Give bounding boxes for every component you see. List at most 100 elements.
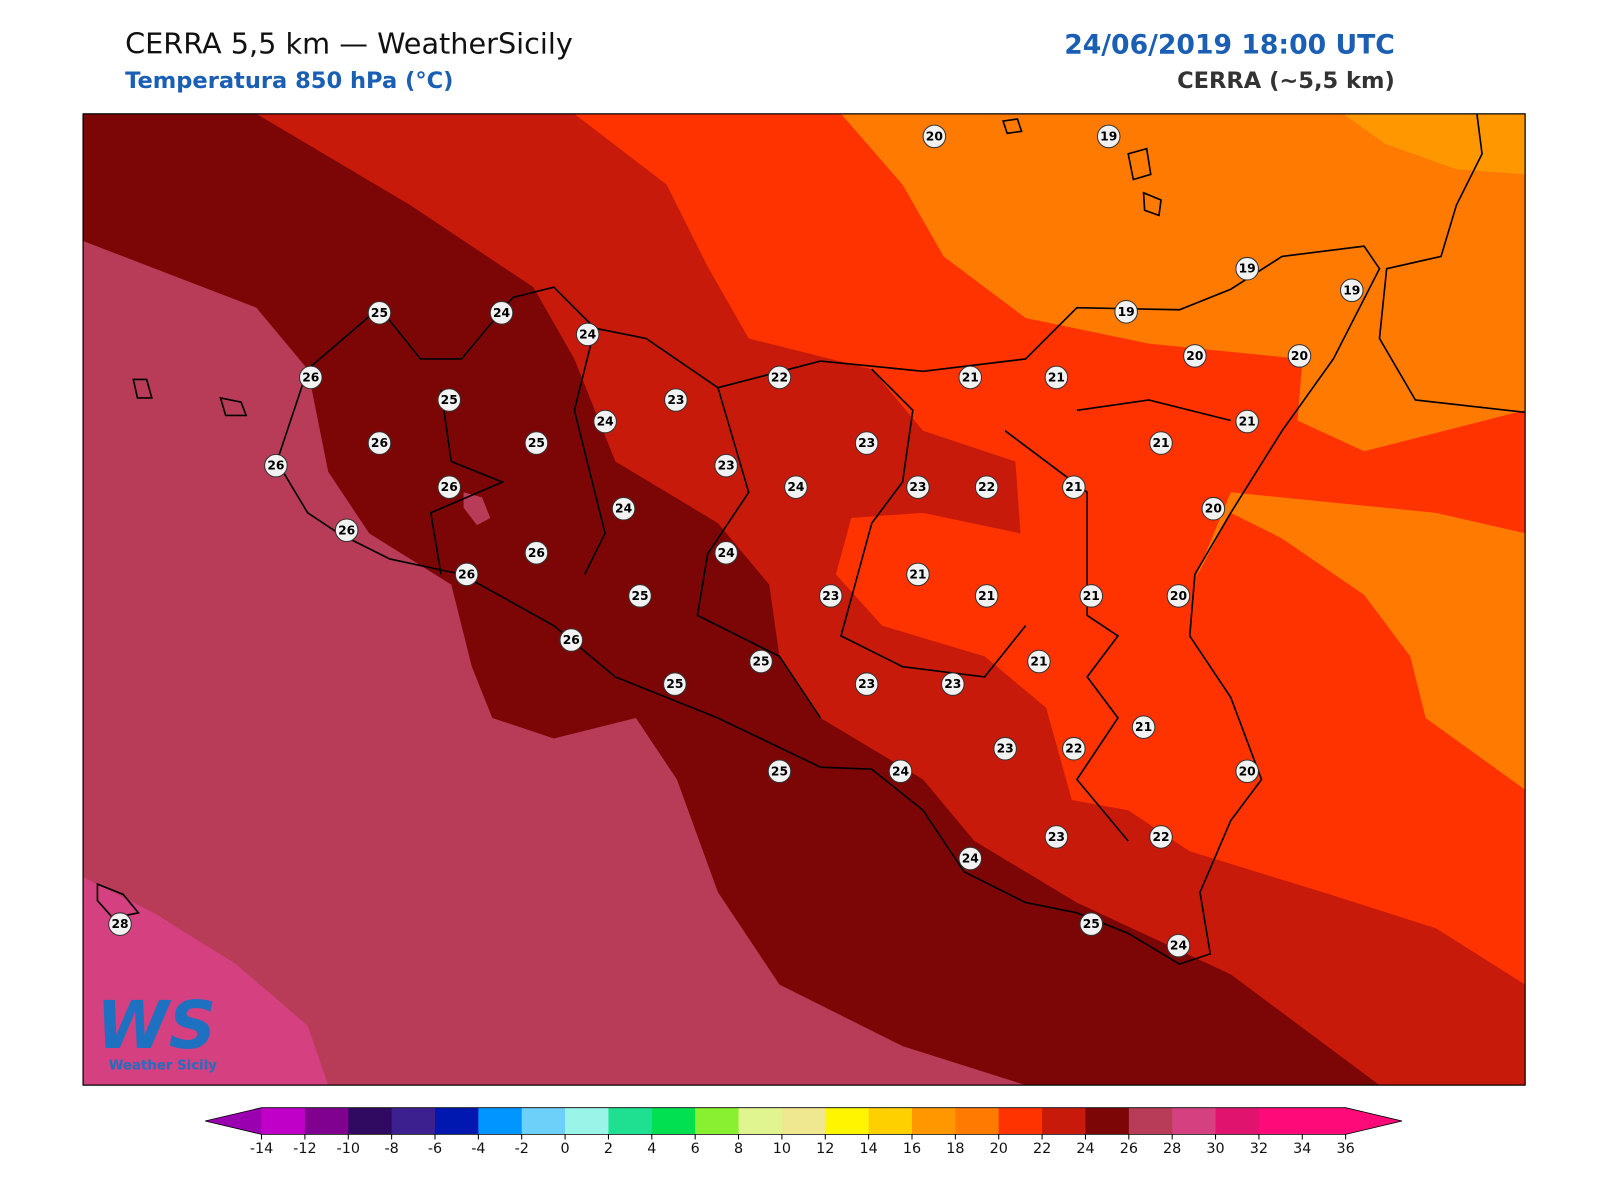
station-marker bbox=[611, 496, 636, 521]
station-marker bbox=[1114, 300, 1138, 324]
station-value: 28 bbox=[111, 917, 128, 931]
sicily-coast bbox=[276, 245, 1381, 966]
station-value: 21 bbox=[909, 567, 926, 581]
colorbar-swatch bbox=[912, 1107, 956, 1135]
colorbar-swatch bbox=[478, 1107, 523, 1135]
station-value: 20 bbox=[1239, 764, 1256, 778]
station-value: 26 bbox=[338, 523, 355, 537]
station-value: 23 bbox=[909, 480, 926, 494]
colorbar-swatch bbox=[348, 1107, 393, 1135]
station-marker bbox=[437, 388, 462, 412]
station-value: 25 bbox=[666, 677, 683, 691]
station-marker bbox=[922, 124, 947, 149]
colorbar-tick-label: 26 bbox=[1120, 1141, 1138, 1157]
station-marker bbox=[974, 584, 999, 608]
station-marker bbox=[767, 759, 792, 784]
model: CERRA (~5,5 km) bbox=[1177, 68, 1395, 94]
colorbar-tick-label: 28 bbox=[1163, 1141, 1181, 1157]
station-marker bbox=[958, 365, 983, 390]
colorbar-swatch bbox=[955, 1107, 1000, 1135]
station-value: 21 bbox=[1135, 720, 1152, 734]
station-marker bbox=[559, 628, 584, 652]
station-value: 24 bbox=[718, 546, 735, 560]
station-value: 26 bbox=[302, 370, 319, 384]
islands bbox=[96, 118, 1162, 919]
station-marker bbox=[264, 453, 288, 478]
station-marker bbox=[1096, 124, 1121, 149]
station-marker bbox=[1166, 584, 1191, 608]
station-marker bbox=[1339, 278, 1364, 303]
station-value: 24 bbox=[787, 480, 804, 494]
stations: 20 19 19 19 19 20 20 25 24 24 26 25 23 22 21 21 21 21 26 25… bbox=[108, 124, 1364, 958]
station-value: 25 bbox=[1083, 917, 1100, 931]
band-28-30 bbox=[83, 876, 329, 1086]
colorbar-swatch bbox=[1172, 1107, 1217, 1135]
band-26-28 bbox=[463, 492, 491, 526]
station-value: 26 bbox=[528, 546, 545, 560]
station-marker bbox=[108, 912, 132, 936]
station-value: 26 bbox=[441, 480, 458, 494]
station-value: 25 bbox=[631, 589, 648, 603]
station-value: 22 bbox=[1152, 830, 1169, 844]
colorbar-tick-label: -10 bbox=[337, 1141, 360, 1157]
station-value: 21 bbox=[1083, 589, 1100, 603]
station-marker bbox=[524, 541, 549, 565]
station-value: 25 bbox=[441, 393, 458, 407]
station-value: 20 bbox=[1170, 589, 1187, 603]
station-marker bbox=[714, 453, 738, 478]
colorbar-tick-label: 0 bbox=[561, 1141, 570, 1157]
station-value: 26 bbox=[267, 459, 284, 473]
station-marker bbox=[367, 301, 392, 325]
colorbar-over bbox=[1345, 1107, 1403, 1135]
station-marker bbox=[628, 584, 652, 608]
band-26-28 bbox=[83, 241, 1026, 1086]
station-value: 23 bbox=[822, 589, 839, 603]
colorbar-tick-label: -12 bbox=[293, 1141, 316, 1157]
station-value: 23 bbox=[858, 677, 875, 691]
station-marker bbox=[958, 846, 983, 871]
station-value: 19 bbox=[1118, 305, 1135, 319]
station-value: 24 bbox=[962, 851, 979, 865]
colorbar-swatch bbox=[1128, 1107, 1173, 1135]
station-marker bbox=[993, 736, 1017, 761]
calabria-coast bbox=[1378, 113, 1526, 414]
colorbar-tick-label: -2 bbox=[515, 1141, 529, 1157]
colorbar-tick-label: 6 bbox=[691, 1141, 700, 1157]
colorbar-swatch bbox=[434, 1107, 479, 1135]
station-value: 22 bbox=[978, 480, 995, 494]
station-value: 25 bbox=[771, 764, 788, 778]
station-value: 23 bbox=[944, 677, 961, 691]
colorbar-tick-label: 20 bbox=[990, 1141, 1008, 1157]
station-marker bbox=[784, 475, 808, 499]
band-18-20 bbox=[841, 113, 1526, 452]
colorbar-swatch bbox=[738, 1107, 783, 1135]
colorbar-swatch bbox=[391, 1107, 436, 1135]
station-marker bbox=[906, 475, 930, 499]
colorbar-tick-label: 10 bbox=[773, 1141, 791, 1157]
colorbar-tick-label: 8 bbox=[734, 1141, 743, 1157]
station-value: 23 bbox=[997, 742, 1014, 756]
station-value: 24 bbox=[1170, 939, 1187, 953]
station-value: 20 bbox=[926, 129, 943, 143]
colorbar-swatch bbox=[261, 1107, 306, 1135]
colorbar-swatch bbox=[565, 1107, 609, 1135]
colorbar-swatch bbox=[1302, 1107, 1347, 1135]
station-marker bbox=[854, 672, 879, 696]
logo: WS Weather Sicily bbox=[96, 988, 217, 1074]
station-marker bbox=[663, 672, 687, 696]
station-value: 20 bbox=[1186, 349, 1203, 363]
station-marker bbox=[1044, 365, 1069, 390]
station-marker bbox=[1287, 344, 1312, 368]
colorbar-swatch bbox=[651, 1107, 696, 1135]
colorbar-swatch bbox=[998, 1107, 1043, 1135]
station-value: 20 bbox=[1205, 502, 1222, 516]
province-border bbox=[429, 328, 1231, 842]
station-value: 24 bbox=[493, 306, 510, 320]
station-marker bbox=[1235, 409, 1259, 434]
colorbar-swatch bbox=[781, 1107, 826, 1135]
colorbar-tick-label: 34 bbox=[1293, 1141, 1311, 1157]
station-marker bbox=[1062, 475, 1086, 499]
colorbar-swatch bbox=[304, 1107, 349, 1135]
station-value: 25 bbox=[371, 306, 388, 320]
